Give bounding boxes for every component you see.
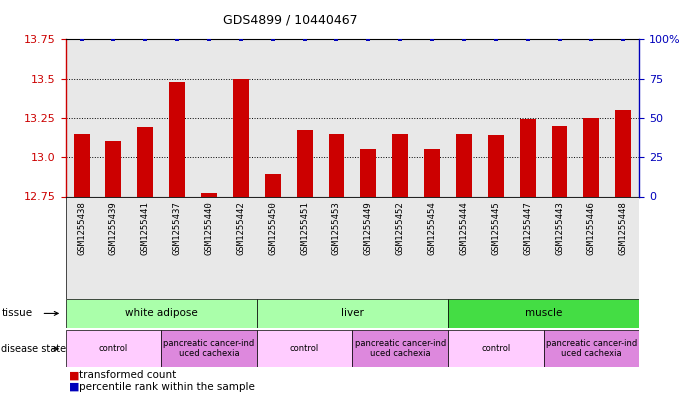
Text: ■: ■ <box>69 370 79 380</box>
Text: GSM1255452: GSM1255452 <box>396 202 405 255</box>
Text: GSM1255440: GSM1255440 <box>205 202 214 255</box>
Bar <box>201 193 217 196</box>
Text: GSM1255453: GSM1255453 <box>332 202 341 255</box>
Text: GSM1255441: GSM1255441 <box>141 202 150 255</box>
Text: GSM1255454: GSM1255454 <box>428 202 437 255</box>
Bar <box>448 330 544 367</box>
Text: GSM1255445: GSM1255445 <box>491 202 500 255</box>
Text: ■: ■ <box>69 382 79 392</box>
Bar <box>352 330 448 367</box>
Bar <box>456 134 472 196</box>
Text: pancreatic cancer-ind
uced cachexia: pancreatic cancer-ind uced cachexia <box>546 339 637 358</box>
Bar <box>66 299 257 328</box>
Bar <box>257 330 352 367</box>
Text: GSM1255442: GSM1255442 <box>236 202 245 255</box>
Text: white adipose: white adipose <box>125 309 198 318</box>
Bar <box>161 330 257 367</box>
Bar <box>544 330 639 367</box>
Text: GSM1255438: GSM1255438 <box>77 202 86 255</box>
Bar <box>488 135 504 196</box>
Bar <box>169 82 185 196</box>
Text: GSM1255447: GSM1255447 <box>523 202 532 255</box>
Bar <box>257 299 448 328</box>
Text: GDS4899 / 10440467: GDS4899 / 10440467 <box>223 14 357 27</box>
Text: liver: liver <box>341 309 364 318</box>
Bar <box>138 127 153 196</box>
Text: pancreatic cancer-ind
uced cachexia: pancreatic cancer-ind uced cachexia <box>163 339 255 358</box>
Text: GSM1255444: GSM1255444 <box>460 202 468 255</box>
Text: GSM1255451: GSM1255451 <box>300 202 309 255</box>
Bar <box>328 134 344 196</box>
Bar <box>520 119 536 196</box>
Bar <box>265 174 281 196</box>
Text: tissue: tissue <box>1 309 32 318</box>
Bar <box>361 149 377 196</box>
Bar <box>615 110 631 196</box>
Text: pancreatic cancer-ind
uced cachexia: pancreatic cancer-ind uced cachexia <box>354 339 446 358</box>
Text: transformed count: transformed count <box>79 370 177 380</box>
Text: GSM1255450: GSM1255450 <box>268 202 277 255</box>
Text: control: control <box>99 344 128 353</box>
Bar <box>583 118 599 196</box>
Text: GSM1255443: GSM1255443 <box>555 202 564 255</box>
Bar <box>106 141 122 196</box>
Bar <box>296 130 312 196</box>
Bar <box>551 126 567 196</box>
Text: GSM1255439: GSM1255439 <box>109 202 118 255</box>
Bar <box>66 330 161 367</box>
Bar <box>74 134 90 196</box>
Text: disease state: disease state <box>1 344 66 354</box>
Text: GSM1255446: GSM1255446 <box>587 202 596 255</box>
Text: muscle: muscle <box>525 309 562 318</box>
Text: control: control <box>290 344 319 353</box>
Text: GSM1255437: GSM1255437 <box>173 202 182 255</box>
Text: control: control <box>481 344 511 353</box>
Text: GSM1255449: GSM1255449 <box>364 202 373 255</box>
Bar <box>424 149 440 196</box>
Text: percentile rank within the sample: percentile rank within the sample <box>79 382 256 392</box>
Bar <box>233 79 249 196</box>
Text: GSM1255448: GSM1255448 <box>618 202 627 255</box>
Bar <box>448 299 639 328</box>
Bar <box>392 134 408 196</box>
